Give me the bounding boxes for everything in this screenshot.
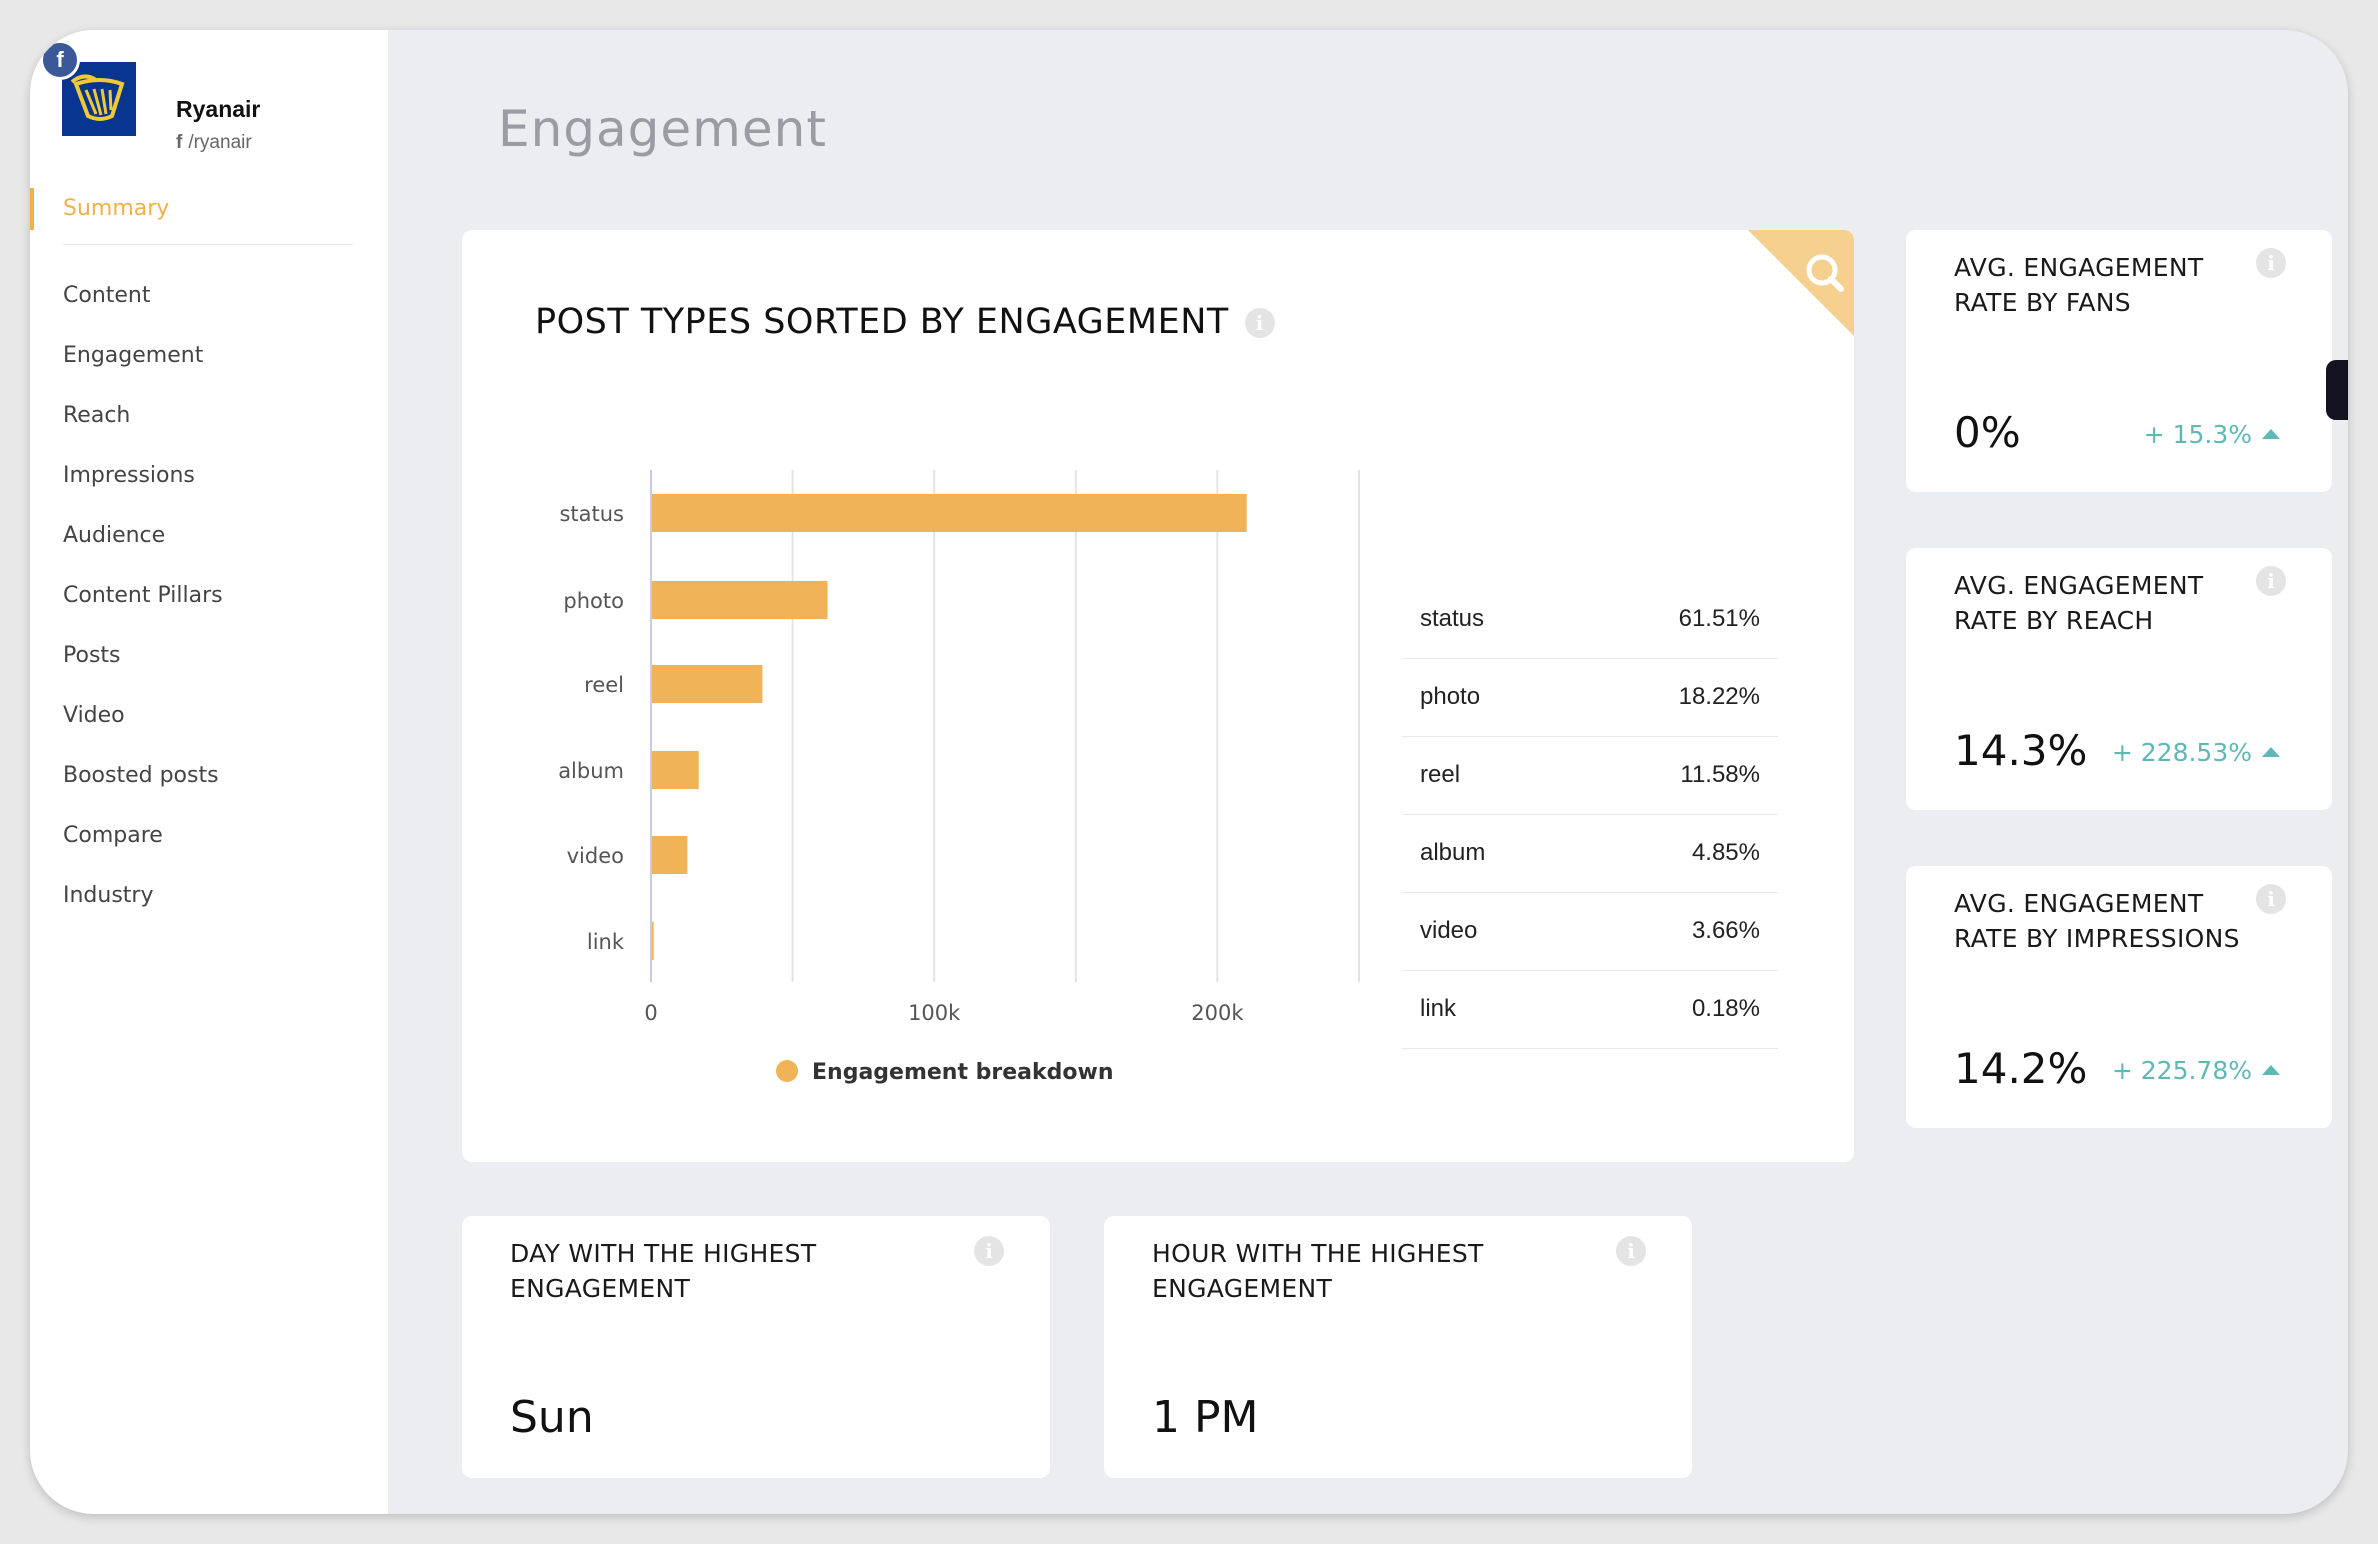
- y-tick-label: status: [559, 502, 624, 526]
- sidebar: f Ryanair f/ryanair Summary Content Enga…: [30, 30, 388, 1514]
- arrow-up-icon: [2262, 429, 2280, 439]
- table-row: status 61.51%: [1402, 580, 1778, 659]
- info-icon[interactable]: i: [2256, 566, 2286, 596]
- stat-label: AVG. ENGAGEMENT RATE BY FANS: [1954, 253, 2204, 317]
- legend-swatch: [776, 1060, 798, 1082]
- info-icon[interactable]: i: [2256, 884, 2286, 914]
- sidebar-item-content[interactable]: Content: [63, 283, 151, 308]
- arrow-up-icon: [2262, 1065, 2280, 1075]
- stat-value: Sun: [510, 1392, 594, 1443]
- y-tick-label: photo: [563, 589, 624, 613]
- stat-card-reach: AVG. ENGAGEMENT RATE BY REACH i 14.3% + …: [1906, 548, 2332, 810]
- search-icon[interactable]: [1748, 230, 1854, 336]
- stat-card-fans: AVG. ENGAGEMENT RATE BY FANS i 0% + 15.3…: [1906, 230, 2332, 492]
- sidebar-item-industry[interactable]: Industry: [63, 883, 154, 908]
- post-type-cell: reel: [1402, 736, 1574, 815]
- active-indicator: [30, 188, 34, 230]
- account-handle: f/ryanair: [176, 132, 252, 154]
- bar-link: [652, 922, 654, 960]
- info-icon[interactable]: i: [1244, 308, 1275, 338]
- ryanair-harp-icon: [70, 74, 125, 121]
- sidebar-item-boosted-posts[interactable]: Boosted posts: [63, 763, 219, 788]
- percent-cell: 11.58%: [1573, 736, 1778, 815]
- sidebar-item-impressions[interactable]: Impressions: [63, 463, 195, 488]
- bar-photo: [652, 581, 828, 619]
- facebook-badge-icon: f: [40, 40, 80, 80]
- percent-cell: 0.18%: [1573, 970, 1778, 1049]
- stat-label: AVG. ENGAGEMENT RATE BY IMPRESSIONS: [1954, 889, 2240, 953]
- stat-change: + 228.53%: [2112, 738, 2280, 767]
- stat-change-text: + 225.78%: [2111, 1056, 2252, 1085]
- bar-reel: [652, 665, 763, 703]
- arrow-up-icon: [2262, 747, 2280, 757]
- x-tick-label: 0: [644, 1001, 657, 1025]
- y-tick-label: video: [567, 844, 624, 868]
- percent-cell: 61.51%: [1573, 580, 1778, 659]
- percent-cell: 18.22%: [1573, 658, 1778, 737]
- legend-label: Engagement breakdown: [812, 1060, 1114, 1085]
- facebook-icon: f: [176, 132, 183, 153]
- sidebar-item-summary[interactable]: Summary: [30, 188, 388, 232]
- table-row: link 0.18%: [1402, 970, 1778, 1049]
- post-type-cell: link: [1402, 970, 1574, 1049]
- post-type-cell: photo: [1402, 658, 1574, 737]
- stat-change-text: + 228.53%: [2111, 738, 2252, 767]
- page-title: Engagement: [498, 100, 827, 158]
- sidebar-nav: Content Engagement Reach Impressions Aud…: [63, 266, 223, 926]
- info-icon[interactable]: i: [1616, 1236, 1646, 1266]
- percent-cell: 4.85%: [1573, 814, 1778, 893]
- engagement-distribution-table: status 61.51% photo 18.22% reel 11.58% albu…: [1402, 580, 1778, 1049]
- account-name: Ryanair: [176, 96, 261, 122]
- stat-label: HOUR WITH THE HIGHEST ENGAGEMENT: [1152, 1239, 1484, 1303]
- bar-video: [652, 836, 688, 874]
- stat-change-text: + 15.3%: [2143, 420, 2252, 449]
- sidebar-item-compare[interactable]: Compare: [63, 823, 163, 848]
- sidebar-item-content-pillars[interactable]: Content Pillars: [63, 583, 223, 608]
- stat-value: 0%: [1954, 408, 2021, 457]
- highest-day-card: DAY WITH THE HIGHEST ENGAGEMENT i Sun: [462, 1216, 1050, 1478]
- sidebar-item-posts[interactable]: Posts: [63, 643, 121, 668]
- stat-change: + 225.78%: [2112, 1056, 2280, 1085]
- post-type-cell: status: [1402, 580, 1574, 659]
- stat-value: 14.3%: [1954, 726, 2088, 775]
- x-tick-label: 200k: [1191, 1001, 1244, 1025]
- sidebar-item-reach[interactable]: Reach: [63, 403, 131, 428]
- sidebar-item-audience[interactable]: Audience: [63, 523, 166, 548]
- post-type-cell: album: [1402, 814, 1574, 893]
- card-title: POST TYPES SORTED BY ENGAGEMENT i: [535, 302, 1275, 342]
- info-icon[interactable]: i: [2256, 248, 2286, 278]
- stat-label: DAY WITH THE HIGHEST ENGAGEMENT: [510, 1239, 817, 1303]
- table-row: video 3.66%: [1402, 892, 1778, 971]
- percent-cell: 3.66%: [1573, 892, 1778, 971]
- stat-change: + 15.3%: [2144, 420, 2280, 449]
- sidebar-divider: [63, 244, 353, 245]
- table-row: album 4.85%: [1402, 814, 1778, 893]
- stat-value: 1 PM: [1152, 1392, 1259, 1443]
- stat-label: AVG. ENGAGEMENT RATE BY REACH: [1954, 571, 2204, 635]
- x-tick-label: 100k: [908, 1001, 961, 1025]
- bar-status: [652, 494, 1247, 532]
- side-panel-tab[interactable]: [2326, 360, 2348, 420]
- bar-album: [652, 751, 699, 789]
- table-row: reel 11.58%: [1402, 736, 1778, 815]
- post-type-cell: video: [1402, 892, 1574, 971]
- sidebar-item-engagement[interactable]: Engagement: [63, 343, 204, 368]
- post-types-card: POST TYPES SORTED BY ENGAGEMENT i 0 100k 20…: [462, 230, 1854, 1162]
- sidebar-item-video[interactable]: Video: [63, 703, 125, 728]
- y-tick-label: album: [558, 759, 624, 783]
- ryanair-logo: [62, 62, 136, 136]
- sidebar-item-label: Summary: [63, 196, 170, 221]
- chart-legend[interactable]: Engagement breakdown: [776, 1060, 1113, 1085]
- y-tick-label: reel: [584, 673, 624, 697]
- info-icon[interactable]: i: [974, 1236, 1004, 1266]
- account-handle-text: /ryanair: [188, 132, 252, 153]
- app-window: f Ryanair f/ryanair Summary Content Enga…: [30, 30, 2348, 1514]
- highest-hour-card: HOUR WITH THE HIGHEST ENGAGEMENT i 1 PM: [1104, 1216, 1692, 1478]
- table-row: photo 18.22%: [1402, 658, 1778, 737]
- card-title-text: POST TYPES SORTED BY ENGAGEMENT: [535, 302, 1229, 342]
- engagement-bar-chart: 0 100k 200k status photo reel album video link: [558, 470, 1360, 1025]
- y-tick-label: link: [587, 930, 625, 954]
- stat-value: 14.2%: [1954, 1044, 2088, 1093]
- stat-card-impressions: AVG. ENGAGEMENT RATE BY IMPRESSIONS i 14…: [1906, 866, 2332, 1128]
